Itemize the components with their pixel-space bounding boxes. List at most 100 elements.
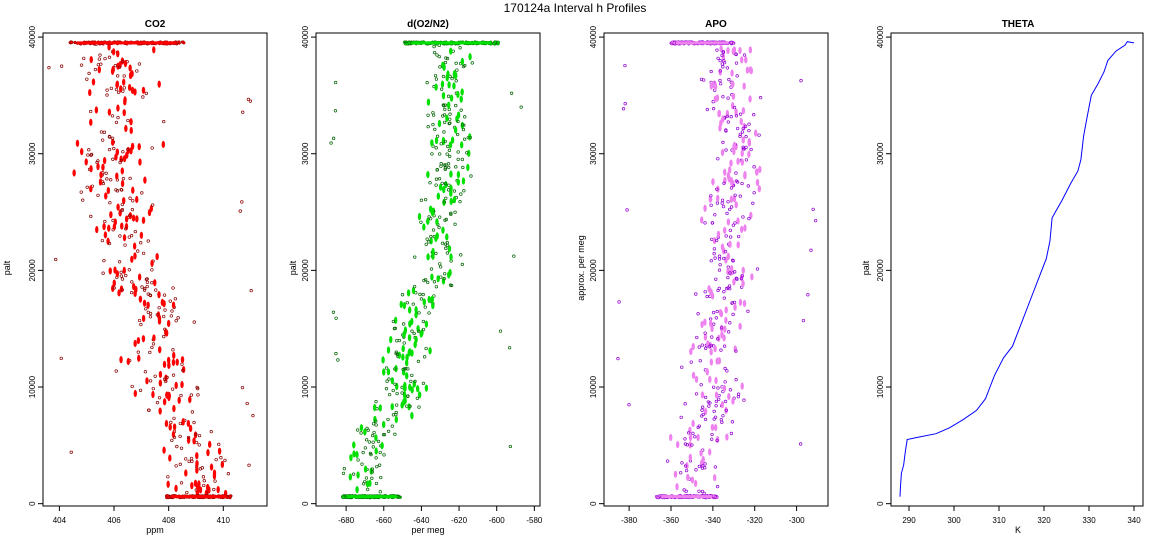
sample-point — [151, 386, 155, 391]
sample-cluster — [122, 197, 126, 205]
sample-point — [445, 152, 449, 156]
sample-cluster — [89, 165, 93, 173]
sample-point — [711, 107, 716, 111]
sample-point — [116, 115, 120, 120]
sample-point — [679, 415, 683, 420]
sample-cluster — [84, 158, 88, 166]
sample-point — [722, 296, 726, 300]
sample-point — [163, 327, 167, 331]
sample-point — [119, 274, 123, 278]
sample-point — [89, 109, 93, 114]
sample-cluster — [741, 107, 746, 115]
y-tick-label: 30000 — [876, 142, 885, 165]
outlier-point — [798, 442, 803, 446]
sample-cluster — [171, 358, 176, 367]
sample-point — [120, 277, 125, 281]
sample-cluster — [172, 351, 176, 360]
sample-cluster — [703, 333, 708, 341]
sample-point — [185, 490, 189, 495]
sample-cluster — [89, 118, 93, 126]
sample-point — [454, 79, 458, 83]
sample-point — [739, 285, 744, 289]
outlier-point — [811, 207, 815, 212]
sample-cluster — [96, 162, 100, 171]
sample-point — [197, 433, 202, 438]
sample-point — [697, 464, 701, 469]
flight-leg-point — [69, 40, 74, 45]
sample-cluster — [157, 80, 161, 88]
sample-point — [438, 65, 442, 69]
sample-point — [194, 432, 198, 437]
sample-point — [730, 301, 734, 305]
sample-cluster — [460, 57, 465, 66]
sample-cluster — [132, 242, 137, 250]
sample-point — [724, 234, 728, 238]
sample-point — [162, 119, 166, 124]
sample-point — [443, 167, 447, 171]
sample-cluster — [120, 57, 125, 65]
sample-point — [433, 74, 438, 78]
sample-point — [155, 401, 160, 405]
sample-cluster — [399, 300, 403, 309]
data-marks — [616, 40, 818, 500]
sample-cluster — [72, 169, 76, 177]
sample-point — [438, 262, 442, 266]
x-tick-label: -580 — [526, 516, 543, 525]
sample-point — [175, 444, 179, 449]
sample-cluster — [700, 391, 705, 399]
sample-point — [465, 151, 469, 155]
sample-point — [441, 114, 445, 118]
sample-cluster — [139, 231, 144, 239]
sample-point — [375, 464, 379, 469]
sample-point — [438, 215, 442, 219]
sample-point — [453, 210, 457, 214]
sample-cluster — [731, 397, 735, 405]
sample-point — [469, 174, 473, 178]
sample-cluster — [91, 78, 96, 86]
sample-cluster — [715, 194, 720, 202]
sample-cluster — [743, 172, 747, 180]
sample-cluster — [107, 108, 112, 116]
outlier-point — [248, 99, 253, 103]
sample-point — [437, 177, 442, 181]
sample-cluster — [673, 470, 678, 478]
x-tick-label: -320 — [747, 516, 764, 525]
sample-point — [421, 381, 426, 386]
sample-cluster — [141, 216, 146, 224]
sample-cluster — [115, 148, 120, 156]
sample-point — [454, 165, 458, 169]
sample-point — [127, 268, 131, 272]
sample-point — [148, 293, 153, 298]
sample-cluster — [171, 301, 176, 309]
panel-title: THETA — [1002, 19, 1035, 30]
sample-cluster — [192, 437, 196, 445]
sample-point — [376, 439, 381, 444]
sample-point — [460, 157, 464, 162]
sample-point — [429, 267, 434, 271]
sample-point — [365, 426, 369, 431]
sample-cluster — [723, 176, 727, 185]
sample-point — [137, 62, 142, 66]
sample-point — [427, 240, 431, 244]
sample-point — [449, 212, 453, 217]
sample-cluster — [748, 46, 753, 54]
sample-point — [138, 388, 143, 393]
sample-cluster — [166, 319, 171, 328]
sample-point — [454, 61, 458, 65]
x-tick-label: -600 — [489, 516, 506, 525]
sample-point — [411, 302, 415, 306]
sample-point — [697, 489, 701, 493]
sample-cluster — [152, 334, 156, 342]
sample-cluster — [441, 277, 446, 285]
sample-point — [139, 322, 143, 327]
sample-point — [385, 379, 389, 383]
sample-point — [123, 243, 127, 247]
sample-point — [437, 225, 441, 230]
sample-point — [212, 487, 216, 492]
sample-point — [141, 95, 145, 99]
sample-cluster — [125, 151, 129, 159]
sample-point — [356, 458, 360, 462]
sample-point — [109, 178, 113, 182]
sample-cluster — [414, 306, 418, 314]
sample-cluster — [103, 231, 108, 239]
